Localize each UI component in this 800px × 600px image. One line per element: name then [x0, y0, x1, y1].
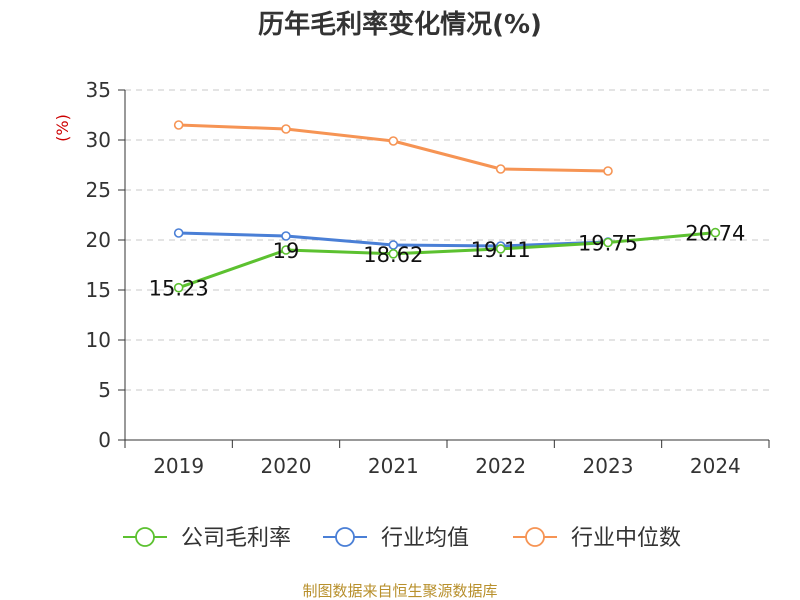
data-point-2-2021: [388, 136, 399, 146]
x-tick-label-2019: 2019: [153, 454, 204, 478]
data-label-2020: 19: [273, 239, 300, 263]
legend-marker-icon-1: [335, 527, 355, 547]
series-line-2: [178, 123, 609, 173]
data-point-0-2024: [710, 227, 721, 238]
data-point-0-2019: [173, 282, 184, 293]
data-label-2022: 19.11: [471, 238, 531, 262]
x-tick-label-2024: 2024: [690, 454, 741, 478]
data-point-1-2020: [281, 231, 291, 241]
x-tick-label-2023: 2023: [583, 454, 634, 478]
data-point-1-2021: [388, 240, 399, 250]
series-line-0: [178, 231, 716, 290]
data-point-2-2020: [281, 124, 291, 134]
legend-label-2: 行业中位数: [571, 526, 681, 551]
legend-item-1[interactable]: 行业均值: [323, 526, 469, 551]
data-point-0-2022: [495, 244, 506, 254]
x-tick-label-2022: 2022: [475, 454, 526, 478]
legend-marker-icon-2: [525, 527, 545, 547]
y-tick-label-25: 25: [86, 178, 111, 202]
y-tick-label-15: 15: [86, 278, 111, 302]
chart-title: 历年毛利率变化情况(%): [258, 9, 542, 40]
y-tick-label-10: 10: [86, 328, 111, 352]
data-point-1-2019: [173, 228, 184, 238]
data-label-2023: 19.75: [578, 232, 638, 256]
y-tick-label-0: 0: [98, 428, 111, 452]
legend-label-0: 公司毛利率: [181, 526, 291, 551]
data-point-2-2019: [173, 120, 184, 130]
y-axis-unit: (%): [53, 114, 72, 142]
legend-item-0[interactable]: 公司毛利率: [123, 526, 291, 551]
series-group: 15.23 19 18.62 19.11 19.75 20.74: [149, 120, 745, 301]
data-point-0-2021: [388, 249, 399, 259]
y-tick-label-35: 35: [86, 78, 111, 102]
legend-label-1: 行业均值: [381, 526, 469, 551]
y-tick-label-5: 5: [98, 378, 111, 402]
legend[interactable]: 公司毛利率 行业均值 行业中位数: [123, 526, 681, 551]
legend-marker-icon-0: [135, 527, 155, 547]
y-tick-label-30: 30: [86, 128, 111, 152]
data-point-0-2020: [281, 245, 291, 255]
data-label-2021: 18.62: [363, 243, 423, 267]
data-point-2-2022: [495, 164, 506, 174]
x-tick-label-2021: 2021: [368, 454, 419, 478]
axes: 0 5 10 15 20 25 30 35 2019 2020 2021 2022 2023 2024: [86, 78, 770, 478]
legend-item-2[interactable]: 行业中位数: [513, 526, 681, 551]
y-tick-label-20: 20: [86, 228, 111, 252]
data-source-footer: 制图数据来自恒生聚源数据库: [302, 582, 497, 600]
data-label-2024: 20.74: [685, 222, 745, 246]
x-tick-label-2020: 2020: [261, 454, 312, 478]
data-label-2019: 15.23: [149, 277, 209, 301]
data-point-0-2023: [603, 237, 613, 248]
data-point-2-2023: [603, 166, 613, 176]
grid-lines: [125, 89, 769, 391]
